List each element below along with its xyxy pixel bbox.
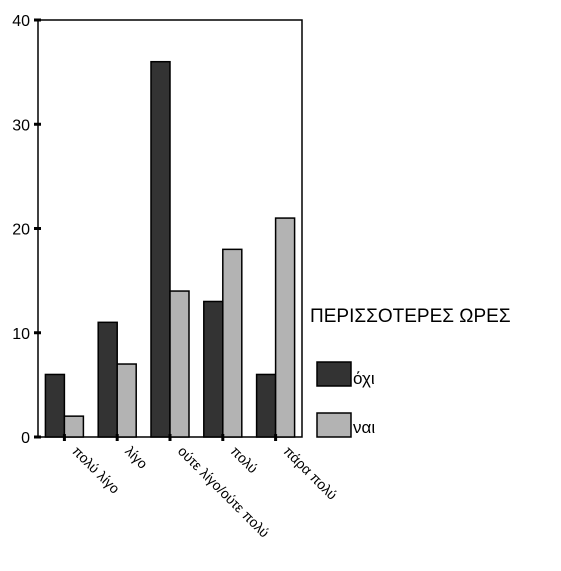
y-axis: 0 10 20 30 40: [12, 13, 41, 447]
y-tick-label: 30: [12, 117, 30, 134]
y-tick-label: 20: [12, 222, 30, 239]
legend-swatch-series-2: [316, 412, 352, 438]
bar-2-3: [169, 290, 190, 438]
x-tick-label: λίγο: [122, 443, 151, 472]
bar-1-1: [44, 373, 66, 438]
bar-1-3: [150, 60, 171, 438]
y-tick-label: 10: [12, 326, 30, 343]
y-tick-label: 40: [12, 13, 30, 30]
x-tick-label: πάρα πολύ: [280, 443, 340, 503]
bar-2-2: [116, 363, 137, 438]
bar-1-5: [255, 373, 277, 438]
x-tick-label: ούτε λίγο/ούτε πολύ: [175, 443, 273, 541]
bars-group: [44, 60, 296, 438]
y-tick-label: 0: [21, 430, 30, 447]
bar-2-4: [222, 248, 243, 438]
legend-label-series-1: όχι: [353, 369, 375, 388]
legend-title: ΠΕΡΙΣΣΟΤΕΡΕΣ ΩΡΕΣ: [310, 306, 511, 327]
x-tick-label: πολύ λίγο: [69, 443, 123, 497]
bar-1-2: [97, 321, 118, 438]
bar-1-4: [203, 300, 224, 438]
legend-label-series-2: ναι: [353, 418, 375, 437]
legend-swatch-series-1: [316, 361, 352, 387]
bar-2-5: [274, 217, 296, 438]
bar-2-1: [63, 415, 85, 438]
legend: ΠΕΡΙΣΣΟΤΕΡΕΣ ΩΡΕΣ όχι ναι: [310, 306, 511, 438]
x-tick-label: πολύ: [228, 443, 261, 476]
